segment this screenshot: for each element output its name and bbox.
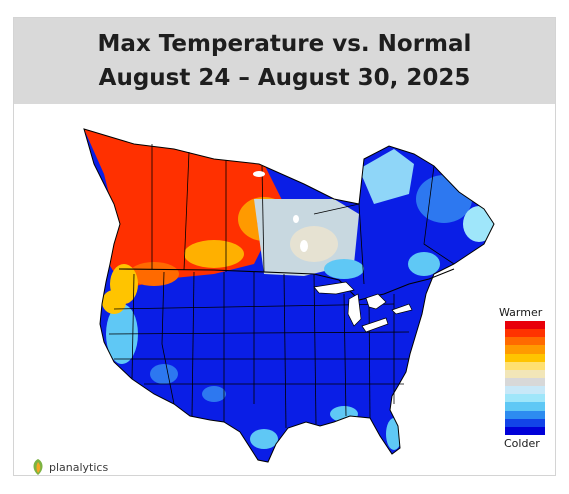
title-line-1: Max Temperature vs. Normal [97,31,472,57]
legend-warm-label: Warmer [499,306,543,319]
anomaly-fill [84,129,494,462]
legend-swatch [505,402,545,411]
legend-swatch [505,353,545,362]
map-card: Max Temperature vs. Normal August 24 – A… [13,17,556,476]
borders [83,128,495,463]
legend-swatch [505,410,545,419]
title-line-2: August 24 – August 30, 2025 [98,65,471,91]
legend-swatch [505,345,545,354]
brand-logo: planalytics [30,458,109,475]
title-banner: Max Temperature vs. Normal August 24 – A… [14,18,555,104]
legend-swatch [505,337,545,346]
brand-name: planalytics [49,460,109,474]
legend-swatch [505,394,545,403]
planalytics-leaf-icon [33,459,43,475]
legend-swatch [505,418,545,427]
legend-swatch [505,369,545,378]
legend-swatch [505,377,545,387]
legend-cold-label: Colder [504,437,540,450]
legend-swatch [505,329,545,338]
legend-swatch [505,426,545,435]
great-lakes [313,281,413,333]
legend-swatch [505,361,545,370]
legend-colorbar [505,321,545,435]
temperature-anomaly-map [83,128,495,463]
legend-swatch [505,321,545,330]
canadian-lakes [253,171,308,252]
legend-swatch [505,386,545,395]
